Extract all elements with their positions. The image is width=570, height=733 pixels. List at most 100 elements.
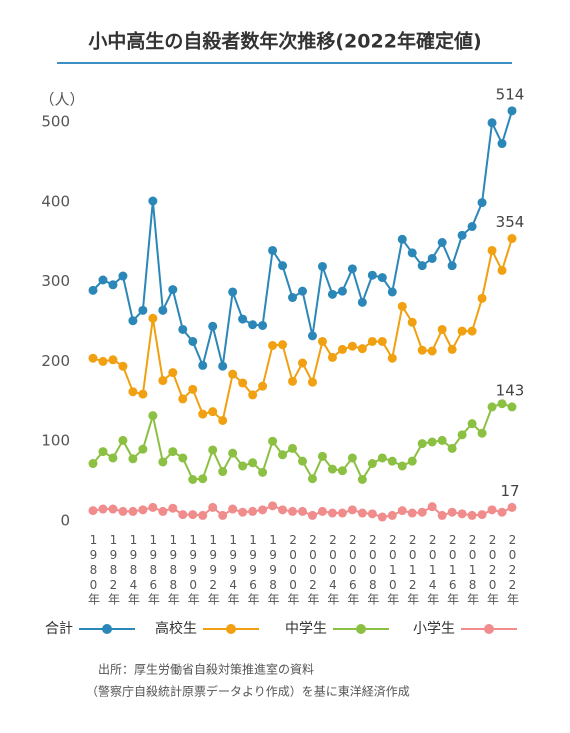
data-point <box>377 453 387 463</box>
data-point <box>377 273 387 283</box>
data-point <box>168 285 178 295</box>
y-tick-label: 100 <box>41 432 70 450</box>
data-point <box>307 510 317 520</box>
data-point <box>128 454 138 464</box>
data-point <box>208 445 218 455</box>
data-point <box>98 504 108 514</box>
data-point <box>228 369 238 379</box>
data-point <box>337 466 347 476</box>
x-tick-label: 2010年 <box>386 533 400 606</box>
x-tick-label: 2012年 <box>406 533 420 606</box>
data-point <box>208 407 218 417</box>
data-point <box>198 409 208 419</box>
data-label: 143 <box>496 381 525 399</box>
x-tick-label: 1986年 <box>146 533 160 606</box>
x-tick-label: 2002年 <box>306 533 320 606</box>
data-point <box>347 264 357 274</box>
data-point <box>298 456 307 466</box>
data-point <box>467 510 477 520</box>
y-tick-label: 500 <box>41 113 70 131</box>
data-point <box>88 459 98 469</box>
data-point <box>497 507 507 517</box>
x-tick-label: 2006年 <box>346 533 360 606</box>
data-point <box>477 198 487 208</box>
data-point <box>327 289 337 299</box>
legend-label: 高校生 <box>155 620 197 637</box>
data-point <box>248 320 258 330</box>
data-point <box>427 437 437 447</box>
data-point <box>288 376 298 386</box>
data-point <box>387 353 397 363</box>
data-point <box>397 461 407 471</box>
data-point <box>307 474 317 484</box>
data-point <box>228 504 238 514</box>
data-point <box>427 502 437 512</box>
data-point <box>138 505 148 515</box>
x-tick-label: 2014年 <box>426 533 440 606</box>
data-point <box>138 389 148 399</box>
data-point <box>397 506 407 516</box>
data-point <box>228 448 238 458</box>
data-point <box>108 453 118 463</box>
legend-dot <box>356 624 366 634</box>
data-point <box>108 504 118 514</box>
data-point <box>497 265 507 275</box>
data-point <box>288 293 298 303</box>
data-point <box>128 506 138 516</box>
data-point <box>268 340 278 350</box>
data-point <box>258 320 268 330</box>
x-tick-label: 2016年 <box>446 533 460 606</box>
data-point <box>88 285 98 295</box>
data-point <box>118 435 128 445</box>
x-tick-label: 1998年 <box>266 533 280 606</box>
data-point <box>467 222 477 232</box>
data-point <box>407 456 417 466</box>
data-point <box>317 506 327 516</box>
data-point <box>507 402 517 412</box>
x-tick-label: 2020年 <box>486 533 500 606</box>
data-label: 17 <box>500 482 519 500</box>
data-point <box>218 361 228 371</box>
data-point <box>218 415 228 425</box>
data-point <box>118 271 128 281</box>
data-point <box>168 503 178 513</box>
data-point <box>437 435 447 445</box>
data-point <box>347 341 357 351</box>
data-point <box>367 509 377 519</box>
data-point <box>258 467 268 477</box>
data-point <box>407 508 417 518</box>
data-point <box>178 394 188 404</box>
data-point <box>208 321 218 331</box>
data-point <box>268 436 278 446</box>
data-point <box>158 506 168 516</box>
data-point <box>198 474 208 484</box>
data-point <box>387 456 397 466</box>
data-point <box>208 502 218 512</box>
data-point <box>487 118 497 128</box>
data-point <box>298 506 307 516</box>
data-point <box>447 344 457 354</box>
data-label: 354 <box>496 213 525 231</box>
x-tick-label: 1980年 <box>87 533 101 606</box>
data-point <box>357 297 367 307</box>
data-point <box>347 505 357 515</box>
data-point <box>238 378 248 388</box>
data-point <box>278 261 288 271</box>
data-point <box>148 196 158 206</box>
data-point <box>278 450 288 460</box>
data-point <box>317 261 327 271</box>
data-point <box>268 501 278 511</box>
data-point <box>337 508 347 518</box>
data-point <box>88 506 98 516</box>
data-point <box>138 444 148 454</box>
data-point <box>357 508 367 518</box>
y-tick-label: 0 <box>60 512 70 530</box>
legend-label: 小学生 <box>413 621 455 637</box>
data-point <box>327 352 337 362</box>
data-point <box>118 506 128 516</box>
data-point <box>278 340 288 350</box>
data-point <box>278 505 288 515</box>
data-point <box>268 245 278 255</box>
data-point <box>357 475 367 485</box>
